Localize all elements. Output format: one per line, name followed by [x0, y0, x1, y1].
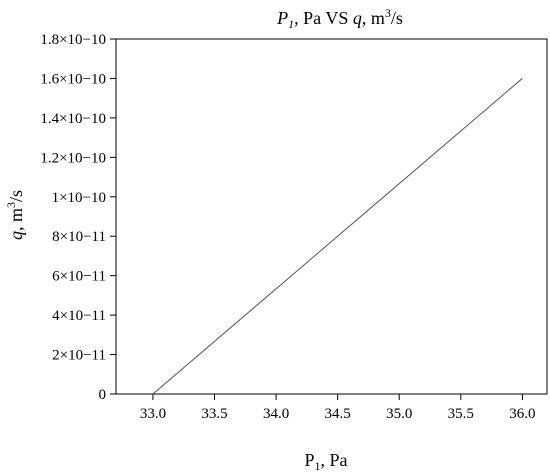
y-tick-label: 1.8×10−10 — [40, 32, 106, 48]
series-layer — [152, 78, 523, 395]
x-axis-label: P1, Pa — [304, 450, 347, 473]
x-tick-label: 34.5 — [325, 406, 351, 422]
y-tick-label: 0 — [99, 387, 107, 403]
y-tick-label: 6×10−11 — [52, 269, 106, 285]
y-tick-label: 8×10−11 — [52, 229, 106, 245]
chart-title: P1, Pa VS q, m3/s — [276, 6, 403, 31]
y-axis: 0 2×10−11 4×10−11 6×10−11 8×10−11 1×10−10 1.2×… — [40, 32, 116, 403]
series-line — [152, 78, 523, 395]
x-tick-label: 33.5 — [201, 406, 227, 422]
y-tick-label: 1.6×10−10 — [40, 71, 106, 87]
x-tick-label: 35.5 — [448, 406, 474, 422]
y-tick-label: 2×10−11 — [52, 348, 106, 364]
x-tick-label: 35.0 — [386, 406, 412, 422]
x-axis: 33.0 33.5 34.0 34.5 35.0 35.5 36.0 — [140, 394, 535, 422]
y-axis-label: q, m3/s — [4, 190, 26, 240]
y-tick-label: 4×10−11 — [52, 308, 106, 324]
plot-frame — [115, 38, 548, 395]
x-tick-label: 36.0 — [509, 406, 535, 422]
x-tick-label: 34.0 — [263, 406, 289, 422]
y-tick-label: 1.4×10−10 — [40, 111, 106, 127]
x-tick-label: 33.0 — [140, 406, 166, 422]
y-tick-label: 1×10−10 — [52, 190, 106, 206]
y-tick-label: 1.2×10−10 — [40, 150, 106, 166]
